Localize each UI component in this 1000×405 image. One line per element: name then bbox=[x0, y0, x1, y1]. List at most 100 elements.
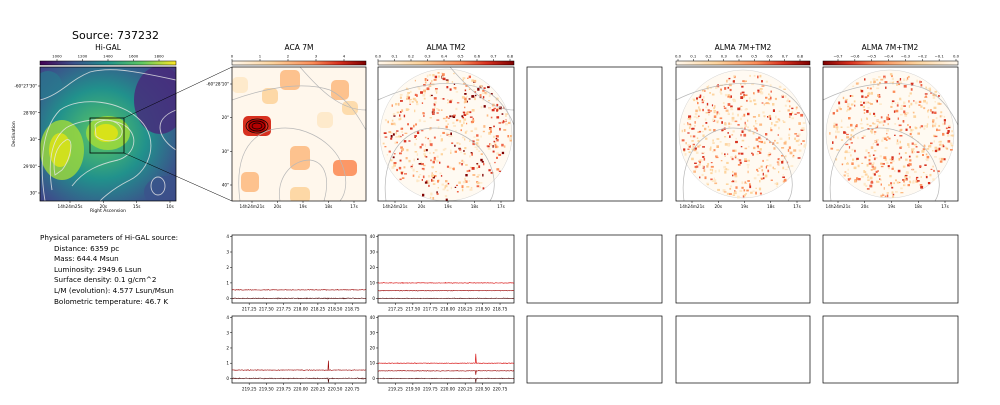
x-tick-label: 219.25 bbox=[388, 387, 403, 392]
colorbar-tick-label: 0.8 bbox=[797, 54, 804, 59]
colorbar-tick-label: 4 bbox=[343, 54, 346, 59]
higal-frame bbox=[39, 66, 177, 202]
spectrum-series-line bbox=[231, 360, 366, 372]
x-tick-label: 219.75 bbox=[423, 387, 438, 392]
spectrum-series-line bbox=[377, 377, 515, 383]
colorbar-tick-label: −0.2 bbox=[918, 54, 928, 59]
empty-spectrum-r2-c4 bbox=[526, 315, 663, 384]
y-tick-label: -60°27'30" bbox=[14, 84, 37, 89]
x-tick-label: 17s bbox=[350, 204, 358, 209]
colorbar-tick-label: 0.3 bbox=[424, 54, 431, 59]
colorbar-tick-label: −0.5 bbox=[867, 54, 877, 59]
info-bolometric-temperature: Bolometric temperature: 46.7 K bbox=[54, 296, 169, 306]
zoom-line-bottom bbox=[123, 152, 233, 202]
colorbar-tick-label: 0.7 bbox=[490, 54, 497, 59]
y-tick-label: 28'00" bbox=[23, 110, 37, 115]
higal-axes: 14h24m25s 20s 15s 10s -60°27'30" 28'00" 30" 29'… bbox=[14, 84, 173, 210]
colorbar-tick-label: 1400 bbox=[103, 54, 113, 59]
x-tick-label: 14h24m21s bbox=[680, 204, 705, 209]
spectrum-frame bbox=[231, 234, 367, 304]
x-tick-label: 20s bbox=[714, 204, 722, 209]
x-tick-label: 217.75 bbox=[276, 307, 291, 312]
y-tick-label: 1 bbox=[226, 361, 229, 366]
tm2-image bbox=[378, 67, 514, 201]
higal-image bbox=[40, 67, 176, 201]
combo-image bbox=[675, 67, 811, 202]
y-tick-label: 2 bbox=[226, 345, 229, 350]
info-distance: Distance: 6359 pc bbox=[54, 243, 120, 253]
y-tick-label: 29'00" bbox=[23, 164, 37, 169]
x-tick-label: 219.25 bbox=[242, 387, 257, 392]
x-tick-label: 19s bbox=[444, 204, 452, 209]
higal-title: Hi-GAL bbox=[95, 43, 122, 52]
y-tick-label: 20 bbox=[370, 345, 376, 350]
y-tick-label: 3 bbox=[226, 250, 229, 255]
empty-spectrum-r1-c5 bbox=[675, 234, 811, 304]
y-tick-label: -60°28'10" bbox=[206, 82, 229, 87]
y-tick-label: 0 bbox=[226, 376, 229, 381]
colorbar-tick-label: −0.6 bbox=[850, 54, 860, 59]
x-tick-label: 220.25 bbox=[311, 387, 326, 392]
spectrum-tm2-row1: 217.25 217.50 217.75 218.00 218.25 218.50 218.… bbox=[370, 234, 515, 312]
y-tick-label: 20 bbox=[370, 265, 376, 270]
higal-ylabel: Declination bbox=[11, 121, 17, 147]
x-tick-label: 219.50 bbox=[406, 387, 421, 392]
spectra: 217.25 217.50 217.75 218.00 218.25 218.50 218.… bbox=[226, 234, 515, 392]
higal-colorbar bbox=[39, 60, 177, 66]
tm2-title: ALMA TM2 bbox=[426, 43, 465, 52]
info-surface-density: Surface density: 0.1 g/cm^2 bbox=[54, 275, 157, 285]
colorbar-tick-label: 0.1 bbox=[391, 54, 398, 59]
x-tick-label: 19s bbox=[888, 204, 896, 209]
y-tick-label: 40" bbox=[222, 183, 229, 188]
colorbar-tick-label: 0.0 bbox=[953, 54, 960, 59]
colorbar-tick-label: 0.7 bbox=[782, 54, 789, 59]
colorbar-tick-label: −0.4 bbox=[884, 54, 894, 59]
x-tick-label: 15s bbox=[133, 204, 141, 209]
colorbar-tick-label: 0.4 bbox=[736, 54, 743, 59]
empty-map-panel bbox=[526, 66, 663, 202]
colorbar-tick-label: 0.5 bbox=[457, 54, 464, 59]
y-tick-label: 40 bbox=[370, 315, 376, 320]
tm2-frame bbox=[377, 66, 515, 202]
colorbar-tick-label: 1200 bbox=[78, 54, 88, 59]
y-tick-label: 3 bbox=[226, 330, 229, 335]
tm2-colorbar-ticks: 0.0 0.1 0.2 0.3 0.4 0.5 0.6 0.7 0.8 bbox=[375, 54, 514, 61]
info-luminosity: Luminosity: 2949.6 Lsun bbox=[54, 264, 142, 274]
aca-colorbar-ticks: 0 1 2 3 4 bbox=[231, 54, 346, 61]
spectrum-series-line bbox=[377, 282, 515, 284]
aca-axes: 14h24m21s 20s 19s 18s 17s -60°28'10" 20" 30" 40" bbox=[206, 82, 357, 210]
x-tick-label: 218.25 bbox=[458, 307, 473, 312]
x-tick-label: 19s bbox=[299, 204, 307, 209]
colorbar-tick-label: 2 bbox=[287, 54, 290, 59]
colorbar-tick-label: 0.1 bbox=[690, 54, 697, 59]
empty-spectrum-r1-c6 bbox=[822, 234, 959, 304]
x-tick-label: 14h24m25s bbox=[58, 204, 83, 209]
x-tick-label: 219.75 bbox=[276, 387, 291, 392]
info-mass: Mass: 644.4 Msun bbox=[54, 254, 119, 264]
x-tick-label: 220.50 bbox=[328, 387, 343, 392]
combo-axes: 14h24m21s 20s 19s 18s 17s bbox=[680, 201, 801, 209]
combo-neg-axes: 14h24m21s 20s 19s 18s 17s bbox=[826, 201, 949, 209]
y-tick-label: 10 bbox=[370, 361, 376, 366]
x-tick-label: 19s bbox=[741, 204, 749, 209]
spectrum-frame bbox=[377, 315, 515, 384]
combo-neg-image bbox=[822, 67, 959, 202]
x-tick-label: 220.75 bbox=[493, 387, 508, 392]
info-header: Physical parameters of Hi-GAL source: bbox=[40, 233, 179, 242]
x-tick-label: 220.75 bbox=[345, 387, 360, 392]
aca-frame bbox=[231, 66, 367, 202]
x-tick-label: 217.50 bbox=[259, 307, 274, 312]
aca-title: ACA 7M bbox=[285, 43, 314, 52]
x-tick-label: 218.00 bbox=[293, 307, 308, 312]
y-tick-label: 40 bbox=[370, 234, 376, 239]
aca-image bbox=[232, 67, 366, 201]
x-tick-label: 14h24m21s bbox=[826, 204, 851, 209]
colorbar-tick-label: 0.5 bbox=[751, 54, 758, 59]
colorbar-tick-label: 0.3 bbox=[721, 54, 728, 59]
x-tick-label: 219.50 bbox=[259, 387, 274, 392]
x-tick-label: 220.50 bbox=[475, 387, 490, 392]
x-tick-label: 218.25 bbox=[311, 307, 326, 312]
combo-title: ALMA 7M+TM2 bbox=[715, 43, 772, 52]
y-tick-label: 0 bbox=[372, 376, 375, 381]
combo-neg-colorbar-ticks: −0.7 −0.6 −0.5 −0.4 −0.3 −0.2 −0.1 0.0 bbox=[833, 54, 960, 61]
